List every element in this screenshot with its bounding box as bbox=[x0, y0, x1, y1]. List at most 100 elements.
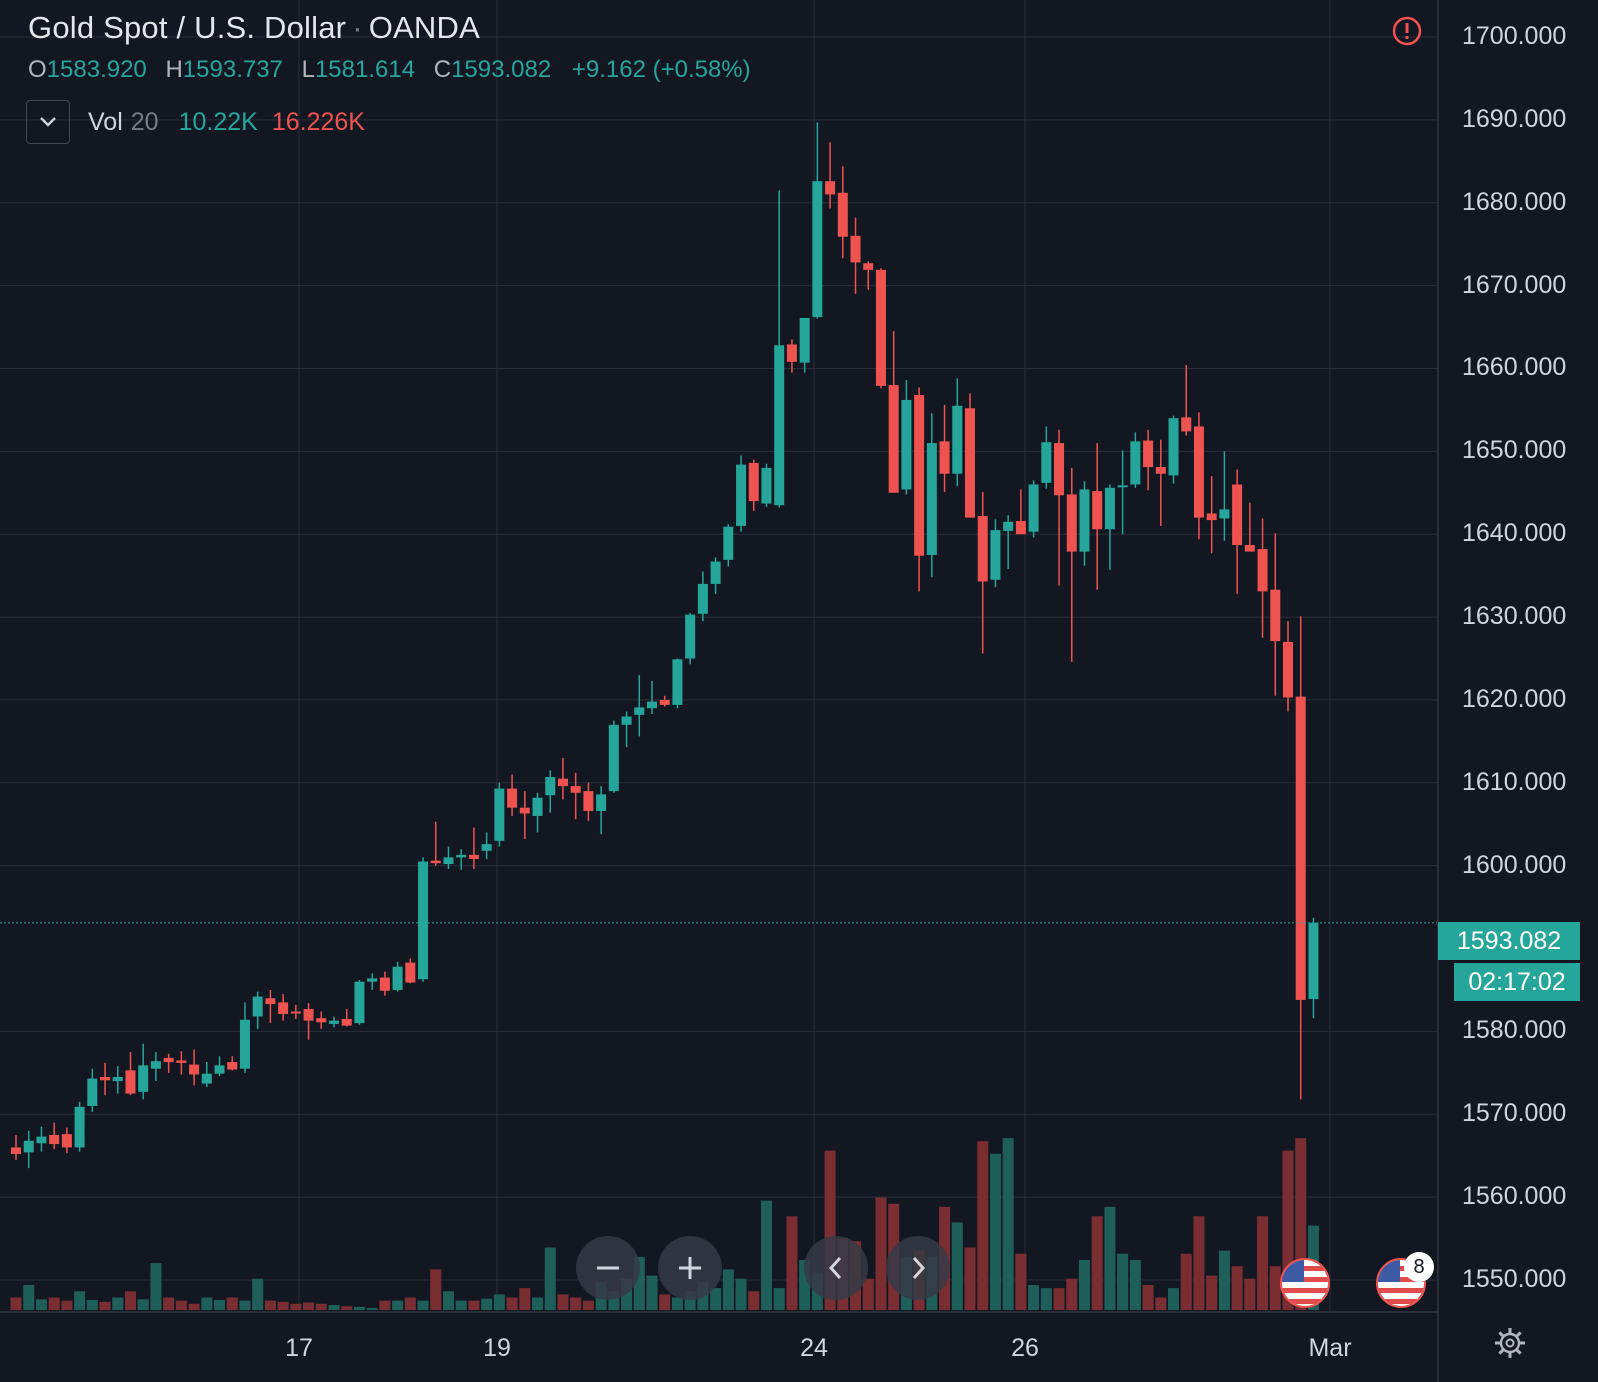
volume-bar bbox=[684, 1291, 696, 1310]
volume-bar bbox=[1295, 1138, 1307, 1310]
candle-body bbox=[1270, 589, 1281, 642]
gear-icon[interactable] bbox=[1492, 1325, 1528, 1361]
price-tick-label: 1570.000 bbox=[1462, 1099, 1567, 1128]
candle-body bbox=[901, 399, 912, 490]
candle-body bbox=[201, 1073, 212, 1084]
candle-body bbox=[1193, 426, 1204, 518]
time-tick-label: 24 bbox=[800, 1334, 828, 1362]
price-tick-label: 1600.000 bbox=[1462, 850, 1567, 879]
candle-body bbox=[557, 778, 568, 787]
candle-body bbox=[736, 464, 747, 526]
time-tick-label: 19 bbox=[483, 1334, 511, 1362]
title-separator: · bbox=[352, 10, 363, 45]
candle-body bbox=[812, 181, 823, 318]
volume-bar bbox=[468, 1300, 480, 1310]
candle-body bbox=[23, 1140, 34, 1153]
candle-body bbox=[1206, 513, 1217, 521]
volume-bar bbox=[964, 1247, 976, 1310]
candle-body bbox=[290, 1011, 301, 1014]
candle-body bbox=[761, 467, 772, 504]
candle-body bbox=[252, 996, 263, 1017]
economic-event-flag[interactable] bbox=[1280, 1258, 1330, 1308]
volume-bar bbox=[1180, 1253, 1192, 1310]
volume-bar bbox=[989, 1153, 1001, 1310]
candle-body bbox=[87, 1078, 98, 1106]
candle-body bbox=[545, 776, 556, 796]
candle-body bbox=[926, 443, 937, 555]
volume-bar bbox=[353, 1306, 365, 1310]
candle-body bbox=[138, 1065, 149, 1092]
symbol-name[interactable]: Gold Spot / U.S. Dollar bbox=[28, 10, 347, 45]
volume-bar bbox=[112, 1297, 124, 1310]
scroll-right-button[interactable] bbox=[886, 1236, 950, 1300]
candle-body bbox=[227, 1062, 238, 1070]
candle-body bbox=[125, 1070, 136, 1094]
candle-body bbox=[1219, 509, 1230, 519]
candle-body bbox=[36, 1136, 47, 1144]
candle-body bbox=[405, 962, 416, 983]
candle-body bbox=[990, 530, 1001, 580]
candle-body bbox=[570, 786, 581, 793]
volume-bar bbox=[1028, 1285, 1040, 1310]
candle-body bbox=[774, 345, 785, 506]
candle-body bbox=[329, 1020, 339, 1024]
price-tick-label: 1650.000 bbox=[1462, 436, 1567, 465]
candle-body bbox=[150, 1061, 161, 1069]
candle-body bbox=[914, 394, 925, 556]
candle-body bbox=[888, 385, 899, 493]
candle-body bbox=[1283, 641, 1293, 698]
time-tick-label: Mar bbox=[1308, 1334, 1352, 1362]
volume-bar bbox=[1002, 1138, 1014, 1310]
candle-body bbox=[1092, 491, 1103, 530]
candle-body bbox=[1066, 494, 1077, 552]
current-price-label: 1593.082 bbox=[1438, 922, 1580, 960]
volume-bar bbox=[621, 1278, 633, 1310]
candle-body bbox=[952, 405, 963, 474]
candle-body bbox=[1244, 544, 1255, 552]
volume-bar bbox=[1244, 1278, 1256, 1310]
collapse-legend-button[interactable] bbox=[26, 100, 70, 144]
candle-body bbox=[61, 1134, 72, 1148]
volume-bar bbox=[137, 1299, 149, 1310]
volume-bar bbox=[163, 1297, 175, 1310]
candle-body bbox=[163, 1057, 174, 1063]
candle-body bbox=[1041, 442, 1052, 483]
candle-body bbox=[1028, 484, 1039, 532]
alert-circle-icon[interactable] bbox=[1392, 16, 1422, 46]
ohlc-values: O1583.920 H1593.737 L1581.614 C1593.082 … bbox=[28, 56, 751, 84]
volume-bar bbox=[366, 1308, 378, 1310]
volume-bar bbox=[735, 1278, 747, 1310]
data-source: OANDA bbox=[368, 10, 480, 45]
candle-body bbox=[850, 235, 861, 263]
price-tick-label: 1620.000 bbox=[1462, 684, 1567, 713]
volume-bar bbox=[1078, 1260, 1090, 1310]
candle-body bbox=[825, 181, 836, 195]
volume-bar bbox=[799, 1260, 811, 1310]
volume-bar bbox=[1282, 1150, 1294, 1310]
volume-bar bbox=[544, 1247, 556, 1310]
plus-icon bbox=[679, 1257, 701, 1279]
candle-body bbox=[596, 794, 607, 811]
volume-bar bbox=[417, 1300, 429, 1310]
candle-body bbox=[316, 1018, 327, 1023]
volume-indicator-name[interactable]: Vol bbox=[88, 107, 123, 136]
volume-bar bbox=[506, 1297, 518, 1310]
candle-body bbox=[723, 526, 734, 560]
zoom-in-button[interactable] bbox=[658, 1236, 722, 1300]
volume-bar bbox=[1155, 1297, 1167, 1310]
candle-body bbox=[278, 1002, 289, 1014]
volume-bar bbox=[1218, 1250, 1230, 1310]
volume-bar bbox=[722, 1269, 734, 1310]
price-tick-label: 1560.000 bbox=[1462, 1182, 1567, 1211]
candle-body bbox=[583, 791, 594, 811]
volume-bar bbox=[86, 1300, 98, 1310]
candle-body bbox=[367, 978, 378, 982]
chart-navigation bbox=[576, 1236, 950, 1300]
candle-body bbox=[1054, 443, 1065, 496]
volume-bar bbox=[175, 1300, 187, 1310]
scroll-left-button[interactable] bbox=[804, 1236, 868, 1300]
volume-bar bbox=[1206, 1275, 1218, 1310]
zoom-out-button[interactable] bbox=[576, 1236, 640, 1300]
low-label: L bbox=[301, 56, 315, 83]
